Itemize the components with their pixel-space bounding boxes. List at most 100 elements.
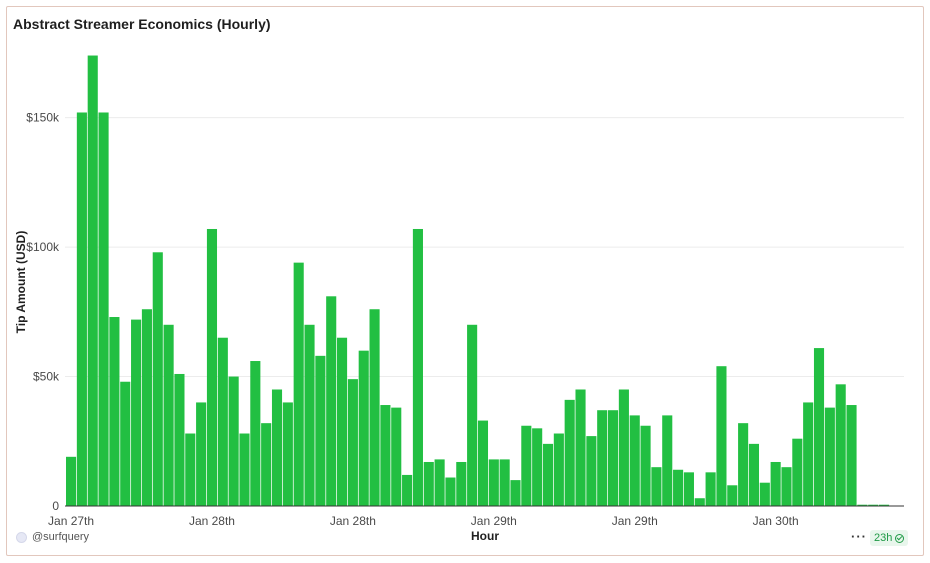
x-tick-label: Jan 27th [48, 514, 94, 528]
bar[interactable] [597, 410, 608, 506]
bar[interactable] [716, 366, 727, 506]
bar[interactable] [250, 361, 261, 506]
bar[interactable] [608, 410, 619, 506]
bar[interactable] [759, 482, 770, 506]
bar[interactable] [228, 376, 239, 506]
bar[interactable] [87, 55, 98, 506]
bar[interactable] [315, 355, 326, 506]
bar[interactable] [304, 324, 315, 506]
bar[interactable] [98, 112, 109, 507]
bar[interactable] [510, 480, 521, 506]
bar[interactable] [120, 381, 131, 506]
y-tick-label: $50k [33, 370, 60, 384]
bar[interactable] [770, 461, 781, 506]
bar[interactable] [109, 317, 120, 506]
bar[interactable] [477, 420, 489, 506]
check-circle-icon [895, 533, 905, 543]
bar[interactable] [358, 350, 369, 506]
bar[interactable] [673, 469, 684, 506]
bar[interactable] [380, 405, 391, 506]
bar[interactable] [206, 228, 218, 507]
bar[interactable] [813, 348, 825, 506]
bar[interactable] [185, 433, 196, 506]
chart-title: Abstract Streamer Economics (Hourly) [13, 16, 271, 32]
x-tick-label: Jan 28th [330, 514, 376, 528]
bar[interactable] [748, 443, 760, 506]
x-tick-label: Jan 29th [612, 514, 658, 528]
bar[interactable] [163, 324, 174, 506]
bar[interactable] [402, 474, 413, 506]
brand-badge[interactable]: @surfquery [16, 531, 89, 543]
bar[interactable] [868, 504, 879, 506]
x-tick-label: Jan 29th [471, 514, 517, 528]
bar[interactable] [271, 389, 283, 507]
bar[interactable] [293, 262, 304, 506]
bars [66, 55, 890, 507]
bar[interactable] [337, 337, 348, 506]
bar[interactable] [575, 389, 586, 507]
freshness-label: 23h [874, 532, 893, 544]
bar[interactable] [456, 461, 467, 506]
brand-logo-icon [16, 531, 27, 543]
bar[interactable] [282, 402, 293, 506]
bar[interactable] [683, 472, 694, 506]
bar[interactable] [857, 504, 868, 506]
bar[interactable] [846, 405, 857, 506]
bar[interactable] [824, 407, 835, 506]
bar[interactable] [651, 467, 662, 506]
x-axis-ticks: Jan 27th Jan 28th Jan 28th Jan 29th Jan 29th… [48, 514, 799, 528]
bar[interactable] [521, 425, 532, 506]
bar[interactable] [347, 379, 358, 506]
y-tick-label: $100k [26, 240, 60, 254]
bar[interactable] [564, 399, 575, 506]
y-axis-ticks: 0 $50k $100k $150k [26, 111, 60, 513]
bar[interactable] [662, 415, 673, 506]
bar[interactable] [532, 428, 543, 506]
bar[interactable] [76, 112, 87, 507]
bar[interactable] [326, 296, 337, 506]
bar[interactable] [369, 309, 380, 506]
bar[interactable] [879, 504, 890, 506]
bar[interactable] [803, 402, 814, 506]
y-tick-label: $150k [26, 111, 60, 125]
bar[interactable] [423, 461, 434, 506]
gridlines [65, 117, 904, 378]
bar[interactable] [196, 402, 207, 506]
bar[interactable] [131, 319, 142, 506]
freshness-badge[interactable]: 23h [870, 530, 909, 546]
bar[interactable] [488, 459, 499, 506]
bar[interactable] [618, 389, 629, 507]
bar[interactable] [781, 467, 792, 506]
bar[interactable] [542, 443, 554, 506]
bar[interactable] [391, 407, 402, 506]
bar[interactable] [174, 373, 185, 506]
y-axis-title: Tip Amount (USD) [14, 231, 28, 334]
bar[interactable] [445, 477, 456, 506]
bar[interactable] [640, 425, 651, 506]
x-axis-title: Hour [471, 529, 499, 543]
bar[interactable] [727, 485, 738, 506]
bar[interactable] [217, 337, 228, 506]
bar[interactable] [152, 252, 163, 506]
bar[interactable] [412, 228, 423, 507]
x-tick-label: Jan 30th [753, 514, 799, 528]
bar[interactable] [835, 384, 846, 506]
brand-label: @surfquery [32, 531, 90, 543]
bar[interactable] [792, 438, 803, 506]
bar[interactable] [499, 459, 510, 506]
more-options-button[interactable]: ··· [851, 529, 867, 544]
bar[interactable] [239, 433, 250, 506]
y-tick-label: 0 [52, 499, 59, 513]
bar[interactable] [553, 433, 564, 506]
bar[interactable] [434, 459, 445, 506]
bar[interactable] [705, 472, 716, 506]
bar[interactable] [467, 324, 478, 506]
bar[interactable] [694, 498, 705, 506]
bar[interactable] [586, 436, 597, 506]
bar[interactable] [66, 456, 77, 506]
bar[interactable] [629, 415, 640, 506]
bar[interactable] [738, 423, 749, 506]
bar[interactable] [261, 423, 272, 506]
bar[interactable] [141, 309, 152, 506]
